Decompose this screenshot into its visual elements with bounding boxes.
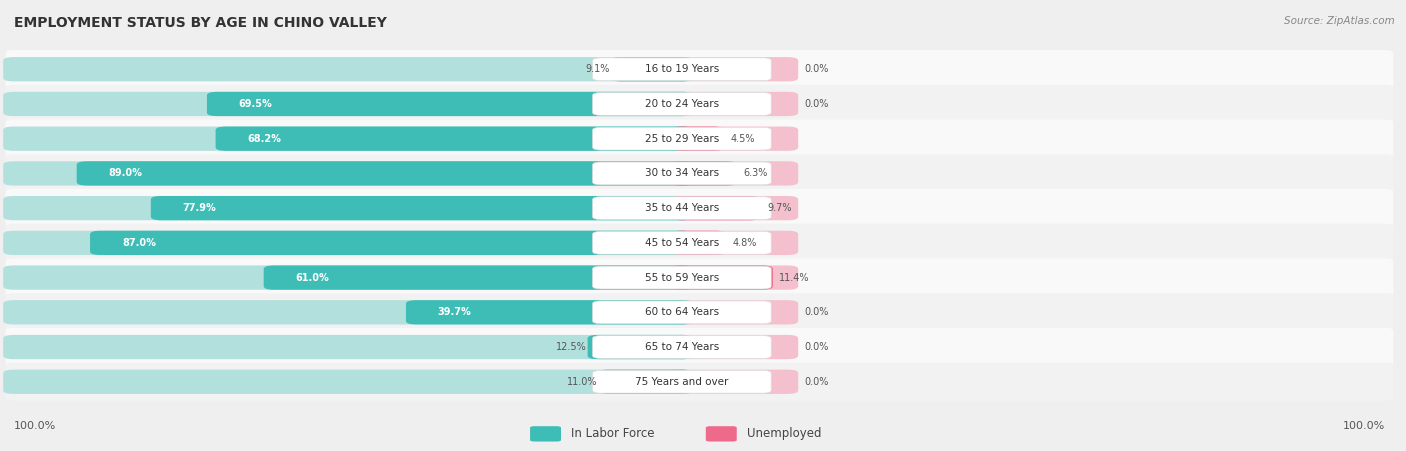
Text: 0.0%: 0.0%	[804, 64, 828, 74]
FancyBboxPatch shape	[593, 162, 772, 185]
FancyBboxPatch shape	[671, 196, 761, 220]
FancyBboxPatch shape	[3, 231, 693, 255]
FancyBboxPatch shape	[6, 85, 1393, 123]
FancyBboxPatch shape	[588, 335, 693, 359]
Text: 35 to 44 Years: 35 to 44 Years	[645, 203, 718, 213]
FancyBboxPatch shape	[671, 196, 799, 220]
FancyBboxPatch shape	[3, 300, 693, 324]
Text: 45 to 54 Years: 45 to 54 Years	[645, 238, 718, 248]
Text: Unemployed: Unemployed	[747, 428, 821, 440]
FancyBboxPatch shape	[6, 258, 1393, 297]
Text: 39.7%: 39.7%	[437, 307, 471, 318]
FancyBboxPatch shape	[593, 58, 772, 81]
FancyBboxPatch shape	[6, 328, 1393, 366]
FancyBboxPatch shape	[150, 196, 693, 220]
FancyBboxPatch shape	[610, 57, 693, 81]
FancyBboxPatch shape	[671, 161, 737, 185]
FancyBboxPatch shape	[6, 120, 1393, 158]
Text: Source: ZipAtlas.com: Source: ZipAtlas.com	[1284, 16, 1395, 26]
Text: 55 to 59 Years: 55 to 59 Years	[645, 272, 718, 283]
FancyBboxPatch shape	[6, 224, 1393, 262]
Text: 11.4%: 11.4%	[779, 272, 810, 283]
FancyBboxPatch shape	[3, 92, 693, 116]
Text: 4.5%: 4.5%	[731, 133, 755, 144]
FancyBboxPatch shape	[3, 196, 693, 220]
FancyBboxPatch shape	[90, 231, 693, 255]
FancyBboxPatch shape	[6, 293, 1393, 331]
Text: 25 to 29 Years: 25 to 29 Years	[645, 133, 718, 144]
FancyBboxPatch shape	[671, 92, 799, 116]
Text: 0.0%: 0.0%	[804, 307, 828, 318]
FancyBboxPatch shape	[593, 336, 772, 359]
Text: 12.5%: 12.5%	[557, 342, 588, 352]
FancyBboxPatch shape	[671, 57, 799, 81]
Text: 9.1%: 9.1%	[585, 64, 610, 74]
FancyBboxPatch shape	[671, 161, 799, 185]
Text: 89.0%: 89.0%	[108, 168, 142, 179]
Text: EMPLOYMENT STATUS BY AGE IN CHINO VALLEY: EMPLOYMENT STATUS BY AGE IN CHINO VALLEY	[14, 16, 387, 30]
Text: 16 to 19 Years: 16 to 19 Years	[645, 64, 718, 74]
Text: 6.3%: 6.3%	[742, 168, 768, 179]
FancyBboxPatch shape	[3, 370, 693, 394]
FancyBboxPatch shape	[671, 231, 727, 255]
FancyBboxPatch shape	[671, 127, 799, 151]
FancyBboxPatch shape	[671, 266, 799, 290]
FancyBboxPatch shape	[3, 127, 693, 151]
Text: 68.2%: 68.2%	[247, 133, 281, 144]
Text: 11.0%: 11.0%	[567, 377, 598, 387]
FancyBboxPatch shape	[593, 92, 772, 115]
FancyBboxPatch shape	[77, 161, 693, 185]
FancyBboxPatch shape	[593, 266, 772, 289]
Text: 65 to 74 Years: 65 to 74 Years	[645, 342, 718, 352]
FancyBboxPatch shape	[593, 231, 772, 254]
Text: 100.0%: 100.0%	[14, 421, 56, 431]
FancyBboxPatch shape	[671, 300, 799, 324]
FancyBboxPatch shape	[3, 161, 693, 185]
Text: 100.0%: 100.0%	[1343, 421, 1385, 431]
FancyBboxPatch shape	[264, 266, 693, 290]
FancyBboxPatch shape	[3, 266, 693, 290]
FancyBboxPatch shape	[593, 197, 772, 220]
FancyBboxPatch shape	[6, 50, 1393, 88]
FancyBboxPatch shape	[6, 189, 1393, 227]
Text: In Labor Force: In Labor Force	[571, 428, 654, 440]
FancyBboxPatch shape	[593, 127, 772, 150]
FancyBboxPatch shape	[671, 370, 799, 394]
Text: 0.0%: 0.0%	[804, 99, 828, 109]
FancyBboxPatch shape	[215, 127, 693, 151]
FancyBboxPatch shape	[598, 370, 693, 394]
Text: 87.0%: 87.0%	[122, 238, 156, 248]
FancyBboxPatch shape	[706, 426, 737, 442]
Text: 77.9%: 77.9%	[183, 203, 217, 213]
FancyBboxPatch shape	[3, 335, 693, 359]
FancyBboxPatch shape	[406, 300, 693, 324]
Text: 20 to 24 Years: 20 to 24 Years	[645, 99, 718, 109]
Text: 9.7%: 9.7%	[768, 203, 792, 213]
FancyBboxPatch shape	[207, 92, 693, 116]
FancyBboxPatch shape	[6, 154, 1393, 193]
FancyBboxPatch shape	[530, 426, 561, 442]
FancyBboxPatch shape	[671, 231, 799, 255]
FancyBboxPatch shape	[671, 127, 724, 151]
FancyBboxPatch shape	[593, 370, 772, 393]
FancyBboxPatch shape	[593, 301, 772, 324]
FancyBboxPatch shape	[3, 57, 693, 81]
Text: 0.0%: 0.0%	[804, 377, 828, 387]
Text: 60 to 64 Years: 60 to 64 Years	[645, 307, 718, 318]
Text: 4.8%: 4.8%	[733, 238, 756, 248]
Text: 75 Years and over: 75 Years and over	[636, 377, 728, 387]
Text: 61.0%: 61.0%	[295, 272, 329, 283]
FancyBboxPatch shape	[6, 363, 1393, 401]
Text: 30 to 34 Years: 30 to 34 Years	[645, 168, 718, 179]
FancyBboxPatch shape	[671, 335, 799, 359]
FancyBboxPatch shape	[671, 266, 773, 290]
Text: 0.0%: 0.0%	[804, 342, 828, 352]
Text: 69.5%: 69.5%	[239, 99, 273, 109]
